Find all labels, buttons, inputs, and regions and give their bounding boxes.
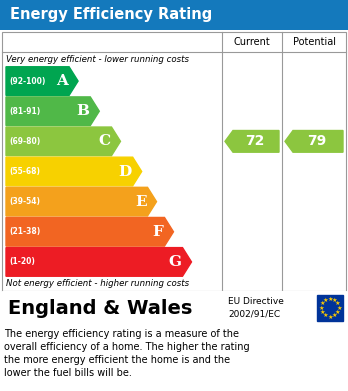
Text: The energy efficiency rating is a measure of the: The energy efficiency rating is a measur… xyxy=(4,329,239,339)
Bar xyxy=(0,0,348,30)
Text: (69-80): (69-80) xyxy=(9,137,40,146)
Polygon shape xyxy=(6,187,157,216)
Bar xyxy=(2,291,346,325)
Text: the more energy efficient the home is and the: the more energy efficient the home is an… xyxy=(4,355,230,365)
Text: Very energy efficient - lower running costs: Very energy efficient - lower running co… xyxy=(6,54,189,63)
Text: EU Directive
2002/91/EC: EU Directive 2002/91/EC xyxy=(228,297,284,319)
Text: ★: ★ xyxy=(323,313,328,318)
Text: ★: ★ xyxy=(335,301,341,306)
Text: D: D xyxy=(118,165,132,179)
Text: Potential: Potential xyxy=(293,37,335,47)
Text: (92-100): (92-100) xyxy=(9,77,45,86)
Polygon shape xyxy=(6,248,191,276)
Text: G: G xyxy=(168,255,182,269)
Text: ★: ★ xyxy=(327,296,333,301)
Polygon shape xyxy=(6,127,120,156)
Bar xyxy=(2,32,346,291)
Text: ★: ★ xyxy=(336,305,342,310)
Text: overall efficiency of a home. The higher the rating: overall efficiency of a home. The higher… xyxy=(4,342,250,352)
Text: ★: ★ xyxy=(332,298,337,303)
Text: lower the fuel bills will be.: lower the fuel bills will be. xyxy=(4,368,132,378)
Text: (81-91): (81-91) xyxy=(9,107,40,116)
Text: Current: Current xyxy=(234,37,270,47)
Text: England & Wales: England & Wales xyxy=(8,298,192,317)
Polygon shape xyxy=(6,157,142,186)
Text: (55-68): (55-68) xyxy=(9,167,40,176)
Text: Energy Efficiency Rating: Energy Efficiency Rating xyxy=(10,7,212,23)
Text: 79: 79 xyxy=(307,135,327,148)
Polygon shape xyxy=(6,217,174,246)
Polygon shape xyxy=(225,131,279,152)
Text: Not energy efficient - higher running costs: Not energy efficient - higher running co… xyxy=(6,280,189,289)
Text: A: A xyxy=(56,74,68,88)
Text: ★: ★ xyxy=(335,310,341,315)
Text: E: E xyxy=(135,195,147,209)
Text: ★: ★ xyxy=(319,310,325,315)
Polygon shape xyxy=(6,97,99,126)
Text: 72: 72 xyxy=(245,135,265,148)
Text: ★: ★ xyxy=(332,313,337,318)
Text: (39-54): (39-54) xyxy=(9,197,40,206)
Text: F: F xyxy=(153,225,164,239)
Text: ★: ★ xyxy=(319,301,325,306)
Text: ★: ★ xyxy=(327,314,333,319)
Text: ★: ★ xyxy=(323,298,328,303)
Text: B: B xyxy=(76,104,89,118)
Text: (21-38): (21-38) xyxy=(9,227,40,236)
Text: ★: ★ xyxy=(318,305,324,310)
Polygon shape xyxy=(6,67,78,95)
Bar xyxy=(317,295,343,321)
Polygon shape xyxy=(285,131,343,152)
Text: C: C xyxy=(98,135,110,148)
Text: (1-20): (1-20) xyxy=(9,257,35,266)
